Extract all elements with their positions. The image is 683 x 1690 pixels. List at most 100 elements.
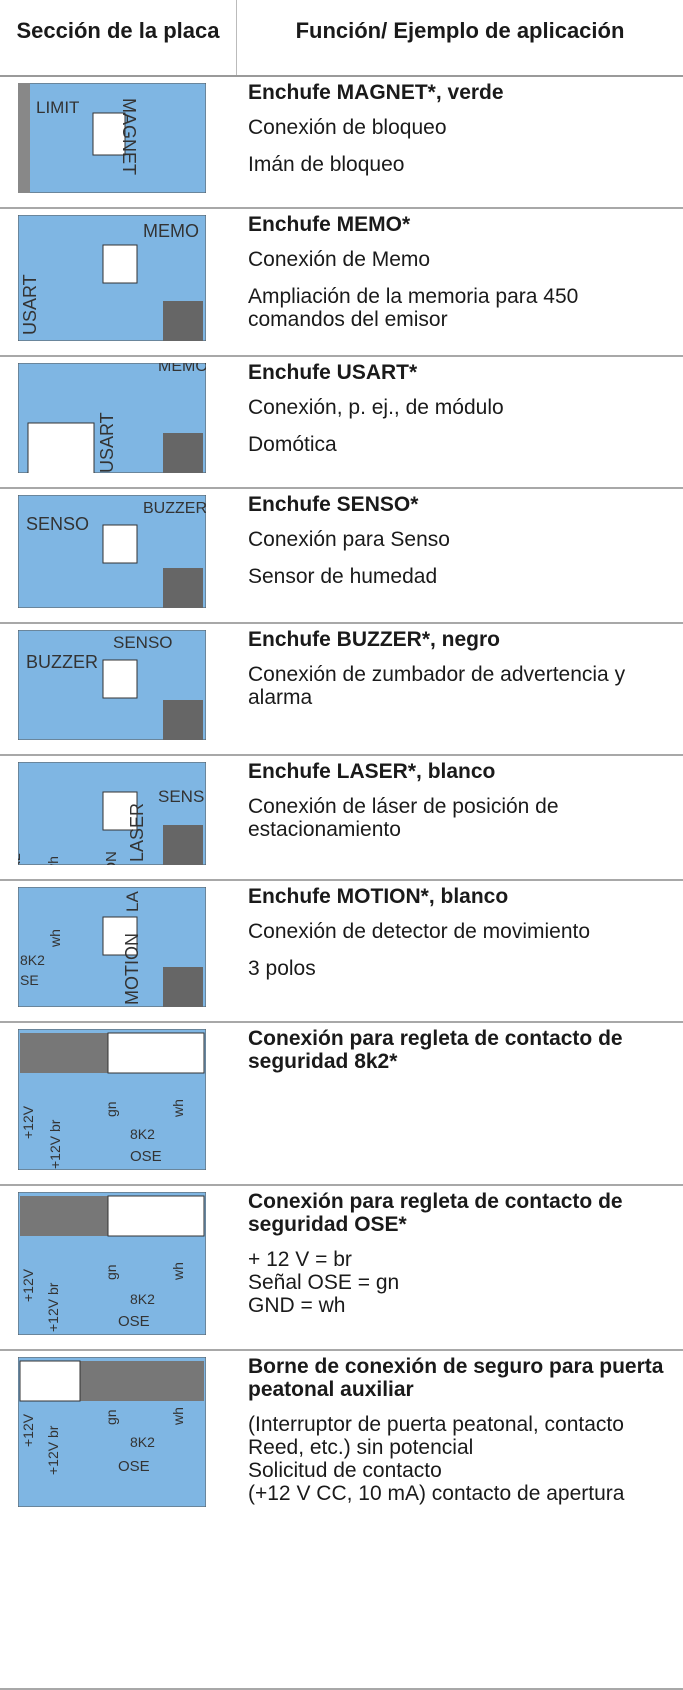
board-label: wh <box>45 856 61 865</box>
board-label: +12V br <box>45 1282 61 1332</box>
board-section: LASER SENS 8K2 wh TION <box>0 756 248 887</box>
board-image: +12V +12V br gn wh 8K2 OSE <box>17 1356 207 1508</box>
function-line: Señal OSE = gn <box>248 1271 400 1294</box>
function-cell: Enchufe MEMO* Conexión de Memo Ampliación … <box>248 209 683 355</box>
board-section: LIMIT MAGNET <box>0 77 248 207</box>
board-image: USART MEMO <box>17 358 208 479</box>
table-row: +12V +12V br gn wh 8K2 OSE Borne de conexión d… <box>0 1351 683 1690</box>
function-line: Conexión de detector de movimiento <box>248 920 591 943</box>
header-pins <box>163 433 203 473</box>
table-row: +12V +12V br gn wh 8K2 OSE Conexión para regle… <box>0 1186 683 1351</box>
function-cell: Enchufe USART* Conexión, p. ej., de módul… <box>248 357 683 487</box>
board-image: MEMO USART <box>17 214 207 342</box>
strip <box>18 83 30 193</box>
function-cell: Conexión para regleta de contacto de seg… <box>248 1186 683 1349</box>
board-image: SENSO BUZZER <box>17 494 207 609</box>
function-line: Conexión, p. ej., de módulo <box>248 396 504 419</box>
function-line: Conexión de láser de posición de estacio… <box>248 795 559 841</box>
board-label: USART <box>20 274 40 335</box>
board-section: SENSO BUZZER <box>0 489 248 622</box>
function-title: Conexión para regleta de contacto de seg… <box>248 1190 623 1236</box>
header-cell: Función/ Ejemplo de aplicación <box>295 18 625 43</box>
board-label: OSE <box>130 1148 162 1165</box>
function-cell: Borne de conexión de seguro para puerta … <box>248 1351 683 1688</box>
board-section: +12V +12V br gn wh 8K2 OSE <box>0 1186 248 1349</box>
plug <box>27 422 95 479</box>
board-label: gn <box>103 1409 119 1425</box>
board-label: MOTION <box>122 933 142 1005</box>
header-pins <box>163 825 203 865</box>
header-pins <box>163 568 203 608</box>
table-row: LASER SENS 8K2 wh TION Enchufe LASER*, blanco… <box>0 756 683 887</box>
board-label: LASER <box>127 803 147 862</box>
function-line: Ampliación de la memoria para 450 comand… <box>248 285 579 331</box>
board-image: +12V +12V br gn wh 8K2 OSE <box>17 1191 207 1336</box>
board-label: wh <box>170 1407 186 1426</box>
function-line: Conexión de Memo <box>248 248 431 271</box>
board-image: LIMIT MAGNET <box>17 82 207 194</box>
function-line: Domótica <box>248 433 337 456</box>
function-title: Enchufe MOTION*, blanco <box>248 885 509 908</box>
board-label: +12V br <box>47 1119 63 1169</box>
board-label: +12V br <box>45 1425 61 1475</box>
terminal-white <box>107 1195 205 1237</box>
header-pins <box>163 967 203 1007</box>
function-cell: Enchufe BUZZER*, negro Conexión de zumbad… <box>248 624 683 754</box>
board-image: +12V +12V br gn wh 8K2 OSE <box>17 1028 207 1171</box>
board-label: LA <box>123 891 142 912</box>
board-label: MAGNET <box>119 98 139 175</box>
board-image: LASER SENS 8K2 wh TION <box>7 761 207 887</box>
table-row: BUZZER SENSO Enchufe BUZZER*, negro Conexió… <box>0 624 683 756</box>
board-label: +12V <box>20 1413 36 1447</box>
header-pins <box>163 700 203 740</box>
board-label: LIMIT <box>36 98 79 117</box>
board-label: SENS <box>158 787 204 806</box>
function-title: Enchufe SENSO* <box>248 493 419 516</box>
board-section: USART MEMO <box>0 357 248 487</box>
table-row: USART MEMO Enchufe USART* Conexión, p. ej.,… <box>0 357 683 489</box>
board-label: SENSO <box>113 633 173 652</box>
table-row: SENSO BUZZER Enchufe SENSO* Conexión para S… <box>0 489 683 624</box>
function-cell: Enchufe MAGNET*, verde Conexión de bloque… <box>248 77 683 207</box>
board-label: 8K2 <box>18 853 23 865</box>
function-title: Enchufe MEMO* <box>248 213 411 236</box>
plug <box>102 244 138 284</box>
function-line: 3 polos <box>248 957 316 980</box>
function-line: (Interruptor de puerta peatonal, contact… <box>248 1413 624 1459</box>
board-label: 8K2 <box>20 952 45 968</box>
function-line: Imán de bloqueo <box>248 153 405 176</box>
terminal-white <box>19 1360 81 1402</box>
board-section: BUZZER SENSO <box>0 624 248 754</box>
function-title: Enchufe USART* <box>248 361 418 384</box>
board-label: SE <box>20 972 39 988</box>
plug <box>92 112 126 156</box>
function-line: Conexión de bloqueo <box>248 116 447 139</box>
function-title: Enchufe MAGNET*, verde <box>248 81 504 104</box>
table-header: Sección de la placa Función/ Ejemplo de … <box>0 0 683 77</box>
function-line: Solicitud de contacto <box>248 1459 442 1482</box>
board-label: wh <box>47 929 63 948</box>
function-title: Enchufe BUZZER*, negro <box>248 628 501 651</box>
board-label: gn <box>103 1264 119 1280</box>
plug <box>102 916 138 956</box>
board-label: MEMO <box>158 363 206 375</box>
board-label: BUZZER <box>26 652 98 672</box>
board-label: 8K2 <box>130 1434 155 1450</box>
function-line: (+12 V CC, 10 mA) contacto de apertura <box>248 1482 625 1505</box>
function-cell: Conexión para regleta de contacto de seg… <box>248 1023 683 1184</box>
board-label: 8K2 <box>130 1291 155 1307</box>
function-title: Conexión para regleta de contacto de seg… <box>248 1027 623 1073</box>
board-label: TION <box>103 851 120 865</box>
board-label: SENSO <box>26 514 89 534</box>
function-cell: Enchufe LASER*, blanco Conexión de láser … <box>248 756 683 879</box>
table-row: MEMO USART Enchufe MEMO* Conexión de Memo Am… <box>0 209 683 357</box>
board-label: OSE <box>118 1313 150 1330</box>
function-line: Sensor de humedad <box>248 565 438 588</box>
board-label: wh <box>170 1099 186 1118</box>
board-section: +12V +12V br gn wh 8K2 OSE <box>0 1023 248 1184</box>
board-label: MEMO <box>143 221 199 241</box>
plug <box>102 791 138 831</box>
table-body: LIMIT MAGNET Enchufe MAGNET*, verde Conexió… <box>0 77 683 1690</box>
